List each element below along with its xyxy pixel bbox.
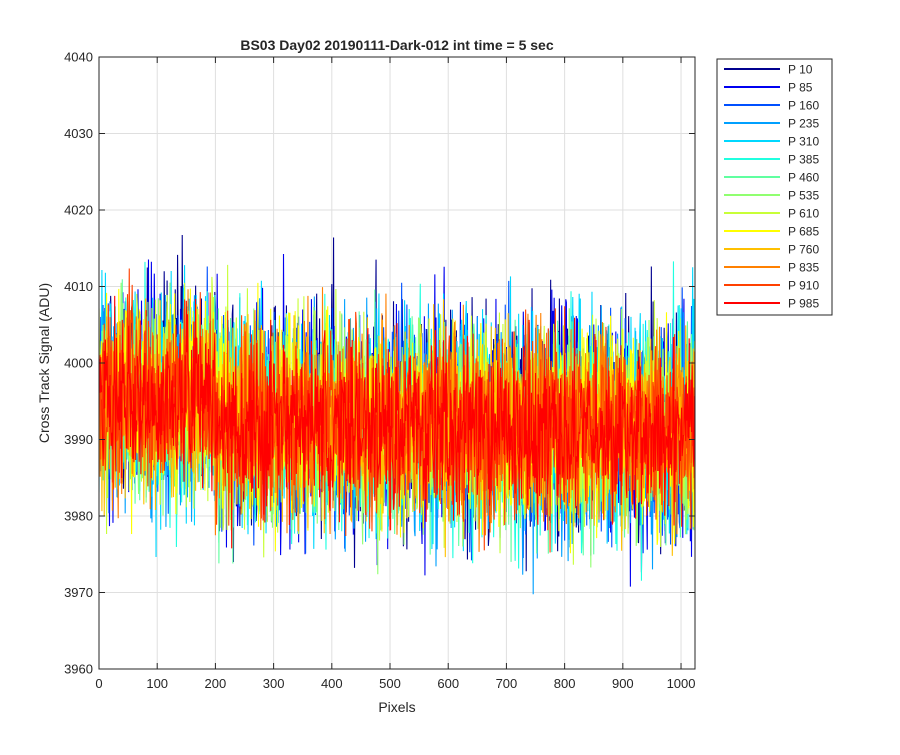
- legend: P 10 P 85 P 160 P 235 P 310 P 385 P 460 P 535 P …: [716, 58, 833, 316]
- x-tick-label: 1000: [667, 676, 696, 691]
- y-tick-label: 4010: [64, 279, 93, 294]
- y-tick-label: 3990: [64, 432, 93, 447]
- legend-box: [716, 58, 833, 316]
- y-tick-label: 4030: [64, 126, 93, 141]
- y-tick-label: 3960: [64, 662, 93, 677]
- series-line-p-985: [99, 295, 695, 549]
- legend-label: P 685: [788, 225, 819, 239]
- legend-label: P 760: [788, 243, 819, 257]
- x-tick-label: 100: [146, 676, 168, 691]
- legend-label: P 910: [788, 279, 819, 293]
- x-axis-label: Pixels: [378, 699, 415, 715]
- x-tick-label: 900: [612, 676, 634, 691]
- legend-label: P 460: [788, 171, 819, 185]
- legend-label: P 835: [788, 261, 819, 275]
- x-tick-label: 700: [496, 676, 518, 691]
- x-tick-label: 600: [437, 676, 459, 691]
- x-tick-label: 400: [321, 676, 343, 691]
- y-tick-label: 4040: [64, 50, 93, 65]
- y-tick-label: 4020: [64, 203, 93, 218]
- y-axis-label: Cross Track Signal (ADU): [36, 283, 52, 443]
- legend-label: P 535: [788, 189, 819, 203]
- legend-label: P 10: [788, 63, 813, 77]
- x-tick-label: 200: [205, 676, 227, 691]
- legend-label: P 235: [788, 117, 819, 131]
- x-tick-label: 300: [263, 676, 285, 691]
- y-tick-label: 3970: [64, 585, 93, 600]
- x-tick-label: 0: [95, 676, 102, 691]
- chart-title: BS03 Day02 20190111-Dark-012 int time = …: [240, 37, 553, 53]
- legend-label: P 85: [788, 81, 813, 95]
- y-tick-label: 4000: [64, 356, 93, 371]
- y-tick-label: 3980: [64, 509, 93, 524]
- legend-label: P 610: [788, 207, 819, 221]
- x-tick-label: 500: [379, 676, 401, 691]
- x-tick-label: 800: [554, 676, 576, 691]
- legend-label: P 385: [788, 153, 819, 167]
- legend-label: P 310: [788, 135, 819, 149]
- legend-label: P 160: [788, 99, 819, 113]
- legend-label: P 985: [788, 297, 819, 311]
